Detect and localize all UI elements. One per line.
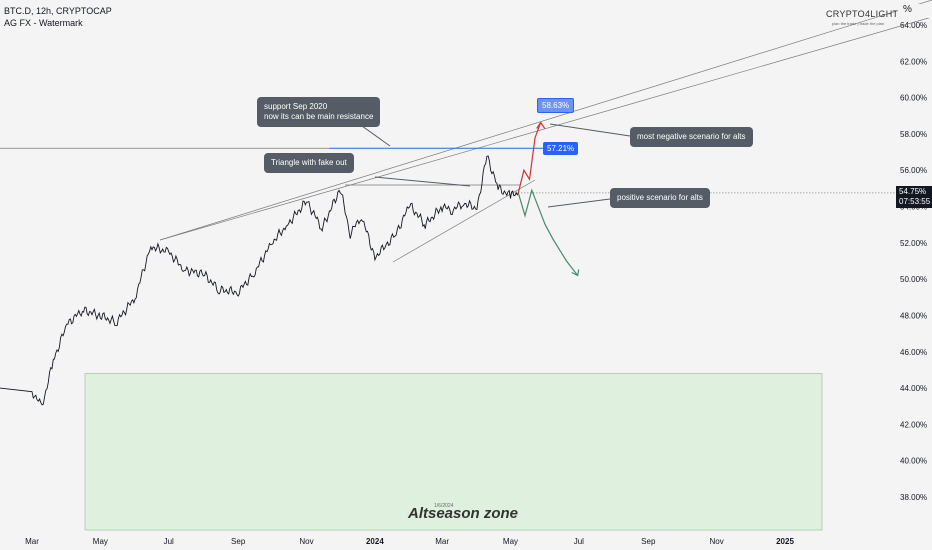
brand-name: CRYPTO4LIGHT — [826, 9, 899, 19]
lower-trendline — [159, 16, 932, 241]
x-tick-label: May — [503, 537, 518, 546]
callout-triangle-pointer — [374, 176, 471, 187]
y-tick-label: 40.00% — [900, 457, 927, 466]
x-tick-label: 2025 — [776, 537, 794, 546]
brand-logo: CRYPTO4LIGHT plan the trade | trade the … — [826, 9, 899, 26]
callout-negative: most negative scenario for alts — [630, 127, 753, 147]
y-tick-label: 44.00% — [900, 384, 927, 393]
x-tick-label: Mar — [25, 537, 39, 546]
symbol-title: BTC.D, 12h, CRYPTOCAP — [4, 6, 112, 16]
axis-unit-label[interactable]: % — [896, 4, 932, 18]
negative-scenario-path — [517, 122, 542, 194]
y-tick-label: 50.00% — [900, 275, 927, 284]
callout-support: support Sep 2020 now its can be main res… — [257, 97, 381, 127]
x-tick-label: Sep — [641, 537, 656, 546]
y-tick-label: 56.00% — [900, 166, 927, 175]
target-price-tag: 58.63% — [537, 98, 575, 113]
callout-triangle: Triangle with fake out — [264, 153, 354, 173]
watermark-label: AG FX - Watermark — [4, 18, 83, 28]
x-tick-label: May — [93, 537, 108, 546]
x-tick-label: Mar — [435, 537, 449, 546]
bar-countdown: 07:53:55 — [899, 197, 931, 206]
y-tick-label: 52.00% — [900, 239, 927, 248]
positive-scenario-arrowhead — [571, 269, 580, 277]
callout-positive-pointer — [547, 198, 611, 208]
brand-tagline: plan the trade | trade the plan — [831, 21, 885, 26]
y-tick-label: 62.00% — [900, 57, 927, 66]
x-tick-label: Jul — [164, 537, 174, 546]
positive-scenario-path — [517, 188, 579, 276]
last-price-tag: 54.75% 07:53:55 — [896, 186, 932, 208]
y-tick-label: 60.00% — [900, 94, 927, 103]
x-tick-label: Sep — [231, 537, 246, 546]
y-tick-label: 64.00% — [900, 21, 927, 30]
y-tick-label: 38.00% — [900, 493, 927, 502]
y-tick-label: 58.00% — [900, 130, 927, 139]
y-tick-label: 48.00% — [900, 311, 927, 320]
level-price-tag: 57.21% — [543, 142, 579, 155]
x-tick-label: Nov — [299, 537, 313, 546]
y-tick-label: 42.00% — [900, 420, 927, 429]
x-tick-label: 2024 — [366, 537, 384, 546]
triangle-bottom-line — [392, 179, 536, 263]
upper-trendline — [159, 0, 932, 241]
y-tick-label: 46.00% — [900, 348, 927, 357]
callout-positive: positive scenario for alts — [610, 188, 710, 208]
callout-negative-pointer — [549, 123, 631, 137]
btc-dominance-series — [0, 155, 519, 406]
x-tick-label: Nov — [710, 537, 724, 546]
negative-scenario-arrowhead — [536, 121, 546, 129]
altseason-zone — [84, 373, 823, 531]
y-axis-panel — [896, 0, 932, 550]
axis-unit-text: % — [903, 4, 912, 15]
x-tick-label: Jul — [574, 537, 584, 546]
last-price-value: 54.75% — [899, 187, 927, 196]
altseason-zone-label: Altseason zone — [408, 505, 519, 522]
zone-date-note: 1/6/2024 — [434, 503, 454, 509]
